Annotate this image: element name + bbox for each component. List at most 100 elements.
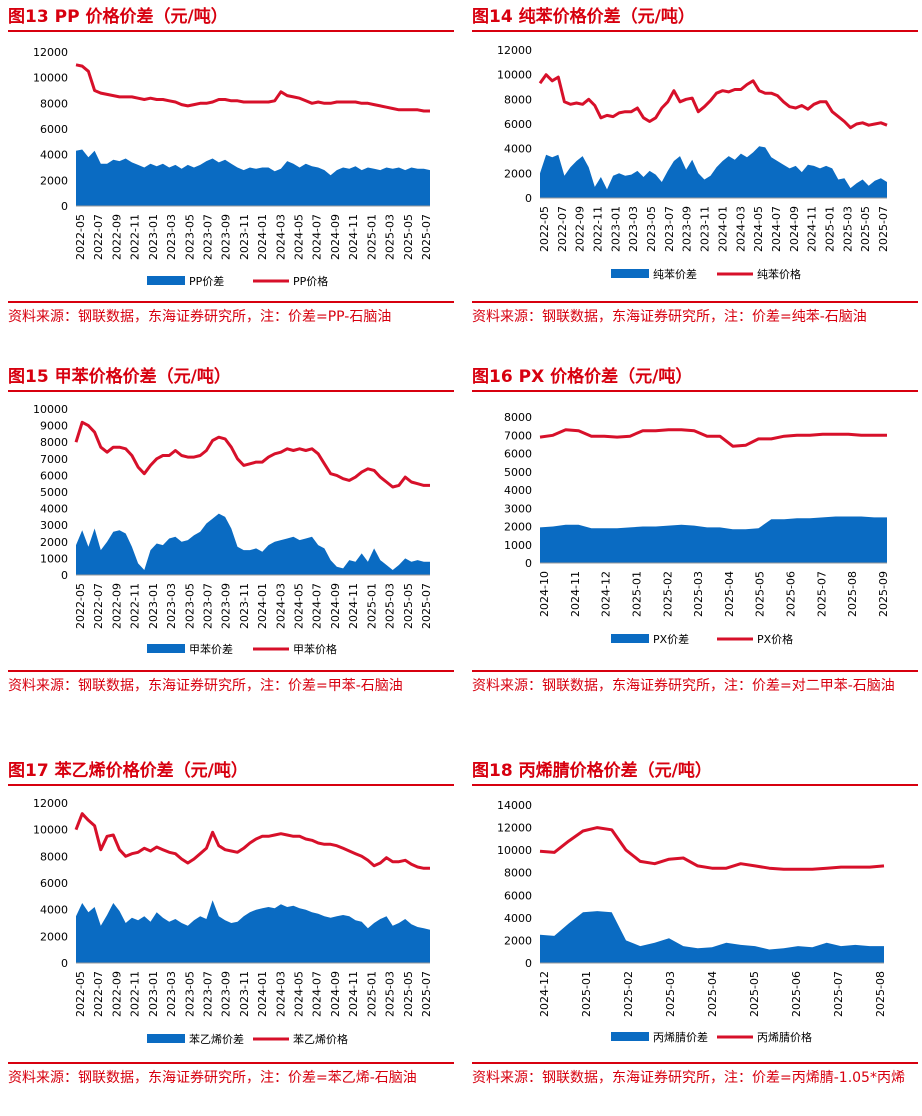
x-tick-label: 2025-02 xyxy=(661,571,674,617)
x-tick-label: 2024-07 xyxy=(770,206,783,252)
y-tick-label: 2000 xyxy=(504,934,532,947)
x-tick-label: 2022-09 xyxy=(110,214,123,260)
y-tick-label: 6000 xyxy=(504,889,532,902)
chart-svg: 0 2000 4000 6000 8000 10000 12000 2022-05 2022-0… xyxy=(33,46,433,288)
spread-area xyxy=(540,911,884,963)
x-tick-label: 2024-03 xyxy=(274,214,287,260)
spread-area xyxy=(76,513,430,575)
x-tick-label: 2023-11 xyxy=(238,214,251,260)
y-tick-label: 0 xyxy=(525,557,532,570)
legend-swatch-area xyxy=(147,644,185,653)
x-tick-label: 2022-07 xyxy=(556,206,569,252)
x-tick-label: 2024-10 xyxy=(538,571,551,617)
y-tick-label: 4000 xyxy=(40,904,68,917)
x-tick-label: 2025-08 xyxy=(846,571,859,617)
x-tick-label: 2022-05 xyxy=(74,214,87,260)
legend-label-price: 苯乙烯价格 xyxy=(293,1032,348,1046)
x-tick-label: 2025-05 xyxy=(402,971,415,1017)
x-tick-label: 2025-04 xyxy=(723,571,736,617)
y-tick-label: 12000 xyxy=(33,46,68,59)
x-tick-label: 2022-07 xyxy=(92,583,105,629)
x-tick-label: 2024-09 xyxy=(788,206,801,252)
x-tick-label: 2023-07 xyxy=(201,583,214,629)
y-tick-label: 8000 xyxy=(40,850,68,863)
legend-label-price: PP价格 xyxy=(293,274,328,288)
y-tick-label: 10000 xyxy=(33,824,68,837)
x-tick-label: 2024-01 xyxy=(256,971,269,1017)
y-tick-label: 0 xyxy=(525,957,532,970)
y-tick-label: 9000 xyxy=(40,420,68,433)
y-tick-label: 6000 xyxy=(40,877,68,890)
x-tick-label: 2024-07 xyxy=(311,214,324,260)
x-tick-label: 2025-01 xyxy=(365,583,378,629)
x-tick-label: 2024-01 xyxy=(256,214,269,260)
x-tick-label: 2025-03 xyxy=(384,214,397,260)
y-tick-label: 6000 xyxy=(504,118,532,131)
x-tick-label: 2022-11 xyxy=(129,971,142,1017)
x-tick-label: 2023-03 xyxy=(627,206,640,252)
legend-label-spread: 纯苯价差 xyxy=(653,267,697,281)
x-tick-label: 2024-03 xyxy=(274,971,287,1017)
x-tick-label: 2025-05 xyxy=(402,583,415,629)
x-tick-label: 2024-11 xyxy=(347,971,360,1017)
x-tick-label: 2023-01 xyxy=(147,583,160,629)
y-tick-label: 6000 xyxy=(40,469,68,482)
x-tick-label: 2024-05 xyxy=(293,214,306,260)
legend-label-price: 丙烯腈价格 xyxy=(757,1030,812,1044)
x-tick-label: 2022-11 xyxy=(592,206,605,252)
y-tick-label: 3000 xyxy=(40,519,68,532)
y-tick-label: 2000 xyxy=(40,536,68,549)
x-tick-label: 2023-05 xyxy=(183,214,196,260)
legend-swatch-area xyxy=(611,634,649,643)
y-tick-label: 0 xyxy=(61,569,68,582)
x-tick-label: 2025-03 xyxy=(841,206,854,252)
x-tick-label: 2024-11 xyxy=(569,571,582,617)
x-tick-label: 2025-03 xyxy=(384,971,397,1017)
x-tick-label: 2025-01 xyxy=(365,971,378,1017)
x-tick-label: 2023-07 xyxy=(201,971,214,1017)
chart-title: 图15 甲苯价格价差（元/吨） xyxy=(8,364,454,392)
x-tick-label: 2022-07 xyxy=(92,214,105,260)
source-note: 资料来源：钢联数据，东海证券研究所，注：价差=对二甲苯-石脑油 xyxy=(472,670,918,697)
x-tick-label: 2023-01 xyxy=(147,971,160,1017)
x-tick-label: 2024-11 xyxy=(347,583,360,629)
x-tick-label: 2025-07 xyxy=(420,583,433,629)
x-tick-label: 2025-05 xyxy=(402,214,415,260)
legend-label-price: 甲苯价格 xyxy=(293,642,337,656)
source-note: 资料来源：钢联数据，东海证券研究所，注：价差=PP-石脑油 xyxy=(8,301,454,328)
x-tick-label: 2024-11 xyxy=(347,214,360,260)
x-tick-label: 2022-05 xyxy=(74,971,87,1017)
chart-panel-styrene: 图17 苯乙烯价格价差（元/吨） 0 2000 4000 6000 8000 10000 12… xyxy=(8,758,454,1114)
x-tick-label: 2023-05 xyxy=(645,206,658,252)
y-tick-label: 6000 xyxy=(504,448,532,461)
y-tick-label: 0 xyxy=(61,200,68,213)
y-tick-label: 8000 xyxy=(40,97,68,110)
y-tick-label: 2000 xyxy=(40,930,68,943)
price-line xyxy=(75,63,430,113)
chart-panel-acrylonitrile: 图18 丙烯腈价格价差（元/吨） 0 2000 4000 6000 8000 10000 12… xyxy=(472,758,918,1114)
price-line xyxy=(539,826,885,871)
y-tick-label: 2000 xyxy=(40,174,68,187)
chart-title: 图17 苯乙烯价格价差（元/吨） xyxy=(8,758,454,786)
x-tick-label: 2023-01 xyxy=(609,206,622,252)
y-tick-label: 4000 xyxy=(40,149,68,162)
chart-title: 图18 丙烯腈价格价差（元/吨） xyxy=(472,758,918,786)
x-tick-label: 2024-05 xyxy=(293,583,306,629)
y-tick-label: 4000 xyxy=(504,143,532,156)
x-tick-label: 2023-03 xyxy=(165,214,178,260)
y-tick-label: 0 xyxy=(525,192,532,205)
chart-svg: 0 2000 4000 6000 8000 10000 12000 2022-05 2022-0… xyxy=(497,44,890,281)
legend-swatch-area xyxy=(147,276,185,285)
x-tick-label: 2025-08 xyxy=(874,971,887,1017)
chart-title: 图13 PP 价格价差（元/吨） xyxy=(8,4,454,32)
x-tick-label: 2025-06 xyxy=(790,971,803,1017)
x-tick-label: 2023-03 xyxy=(165,971,178,1017)
source-note: 资料来源：钢联数据，东海证券研究所，注：价差=苯乙烯-石脑油 xyxy=(8,1062,454,1089)
x-tick-label: 2025-05 xyxy=(754,571,767,617)
legend-swatch-area xyxy=(611,269,649,278)
x-tick-label: 2023-11 xyxy=(699,206,712,252)
chart-title: 图16 PX 价格价差（元/吨） xyxy=(472,364,918,392)
y-tick-label: 10000 xyxy=(33,72,68,85)
x-tick-label: 2023-07 xyxy=(663,206,676,252)
y-tick-label: 12000 xyxy=(497,822,532,835)
